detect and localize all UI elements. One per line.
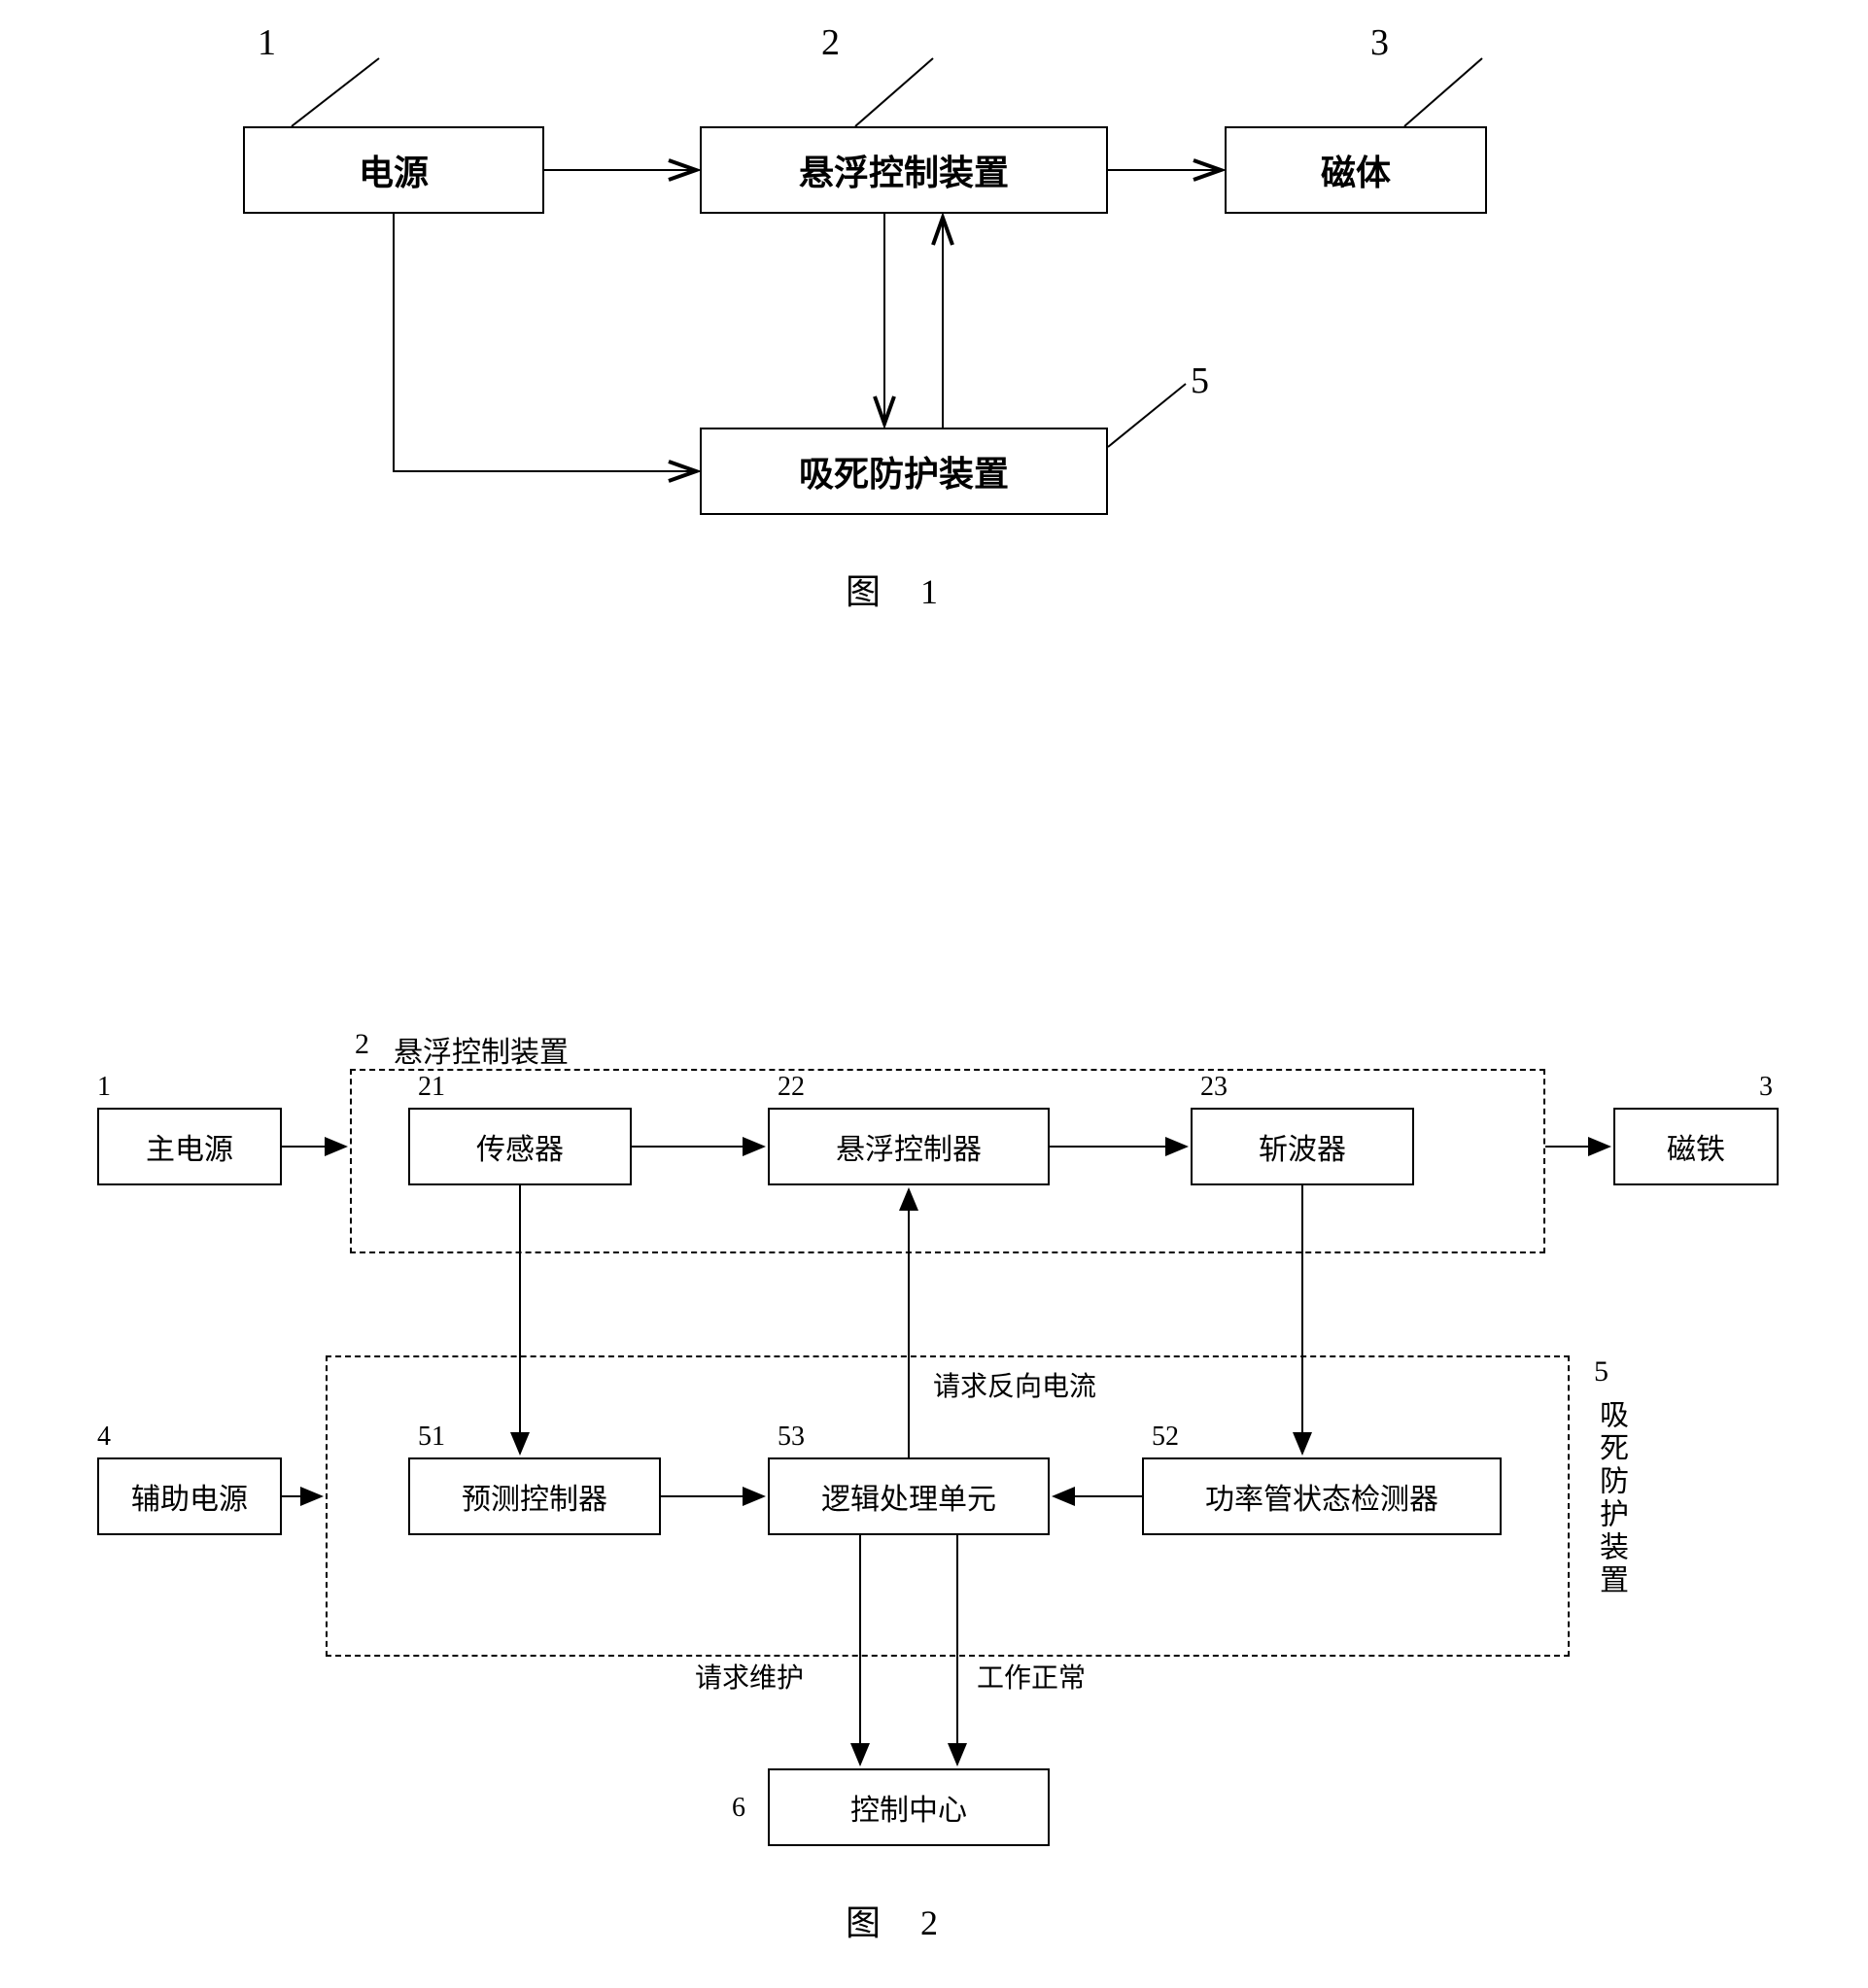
fig2-caption: 图 2 — [846, 1895, 953, 1945]
fig2-chopper-num: 23 — [1200, 1072, 1228, 1103]
fig2-main-power-box: 主电源 — [97, 1108, 282, 1185]
fig2-ctrl-center-num: 6 — [732, 1793, 745, 1824]
fig2-iron-num: 3 — [1759, 1072, 1773, 1103]
fig2-tube-detect-box: 功率管状态检测器 — [1142, 1457, 1502, 1535]
figure-2: 2 悬浮控制装置 5 吸死防护装置 主电源 1 传感器 21 悬浮 — [0, 0, 1868, 1988]
fig2-edge-label-reverse: 请求反向电流 — [933, 1365, 1096, 1404]
fig2-tube-detect-num: 52 — [1152, 1422, 1179, 1453]
fig2-logic-box: 逻辑处理单元 — [768, 1457, 1050, 1535]
fig2-predictor-num: 51 — [418, 1422, 445, 1453]
fig2-edge-label-normal: 工作正常 — [977, 1657, 1086, 1696]
fig2-susp-ctrl-label: 悬浮控制器 — [836, 1125, 982, 1168]
fig2-susp-ctrl-container-label: 悬浮控制装置 — [394, 1028, 569, 1071]
fig2-logic-label: 逻辑处理单元 — [821, 1475, 996, 1518]
fig2-tube-detect-label: 功率管状态检测器 — [1205, 1475, 1438, 1518]
fig2-sensor-label: 传感器 — [476, 1125, 564, 1168]
fig2-iron-box: 磁铁 — [1613, 1108, 1779, 1185]
fig2-susp-ctrl-box: 悬浮控制器 — [768, 1108, 1050, 1185]
fig2-predictor-label: 预测控制器 — [462, 1475, 607, 1518]
fig2-main-power-num: 1 — [97, 1072, 111, 1103]
fig2-susp-ctrl-num: 22 — [778, 1072, 805, 1103]
fig2-sensor-box: 传感器 — [408, 1108, 632, 1185]
fig2-edge-label-maintain: 请求维护 — [695, 1657, 804, 1696]
fig2-ctrl-center-box: 控制中心 — [768, 1768, 1050, 1846]
fig2-predictor-box: 预测控制器 — [408, 1457, 661, 1535]
fig2-iron-label: 磁铁 — [1667, 1125, 1725, 1168]
fig2-chopper-label: 斩波器 — [1259, 1125, 1346, 1168]
fig2-aux-power-num: 4 — [97, 1422, 111, 1453]
fig2-main-power-label: 主电源 — [146, 1125, 233, 1168]
figure-2-arrows — [0, 0, 1868, 1988]
fig2-aux-power-label: 辅助电源 — [131, 1475, 248, 1518]
fig2-logic-num: 53 — [778, 1422, 805, 1453]
fig2-ctrl-center-label: 控制中心 — [850, 1786, 967, 1829]
fig2-sensor-num: 21 — [418, 1072, 445, 1103]
fig2-susp-ctrl-container-num: 2 — [355, 1028, 369, 1061]
fig2-aux-power-box: 辅助电源 — [97, 1457, 282, 1535]
fig2-chopper-box: 斩波器 — [1191, 1108, 1414, 1185]
fig2-protect-container-num: 5 — [1594, 1355, 1609, 1388]
fig2-protect-container-label: 吸死防护装置 — [1589, 1399, 1632, 1597]
